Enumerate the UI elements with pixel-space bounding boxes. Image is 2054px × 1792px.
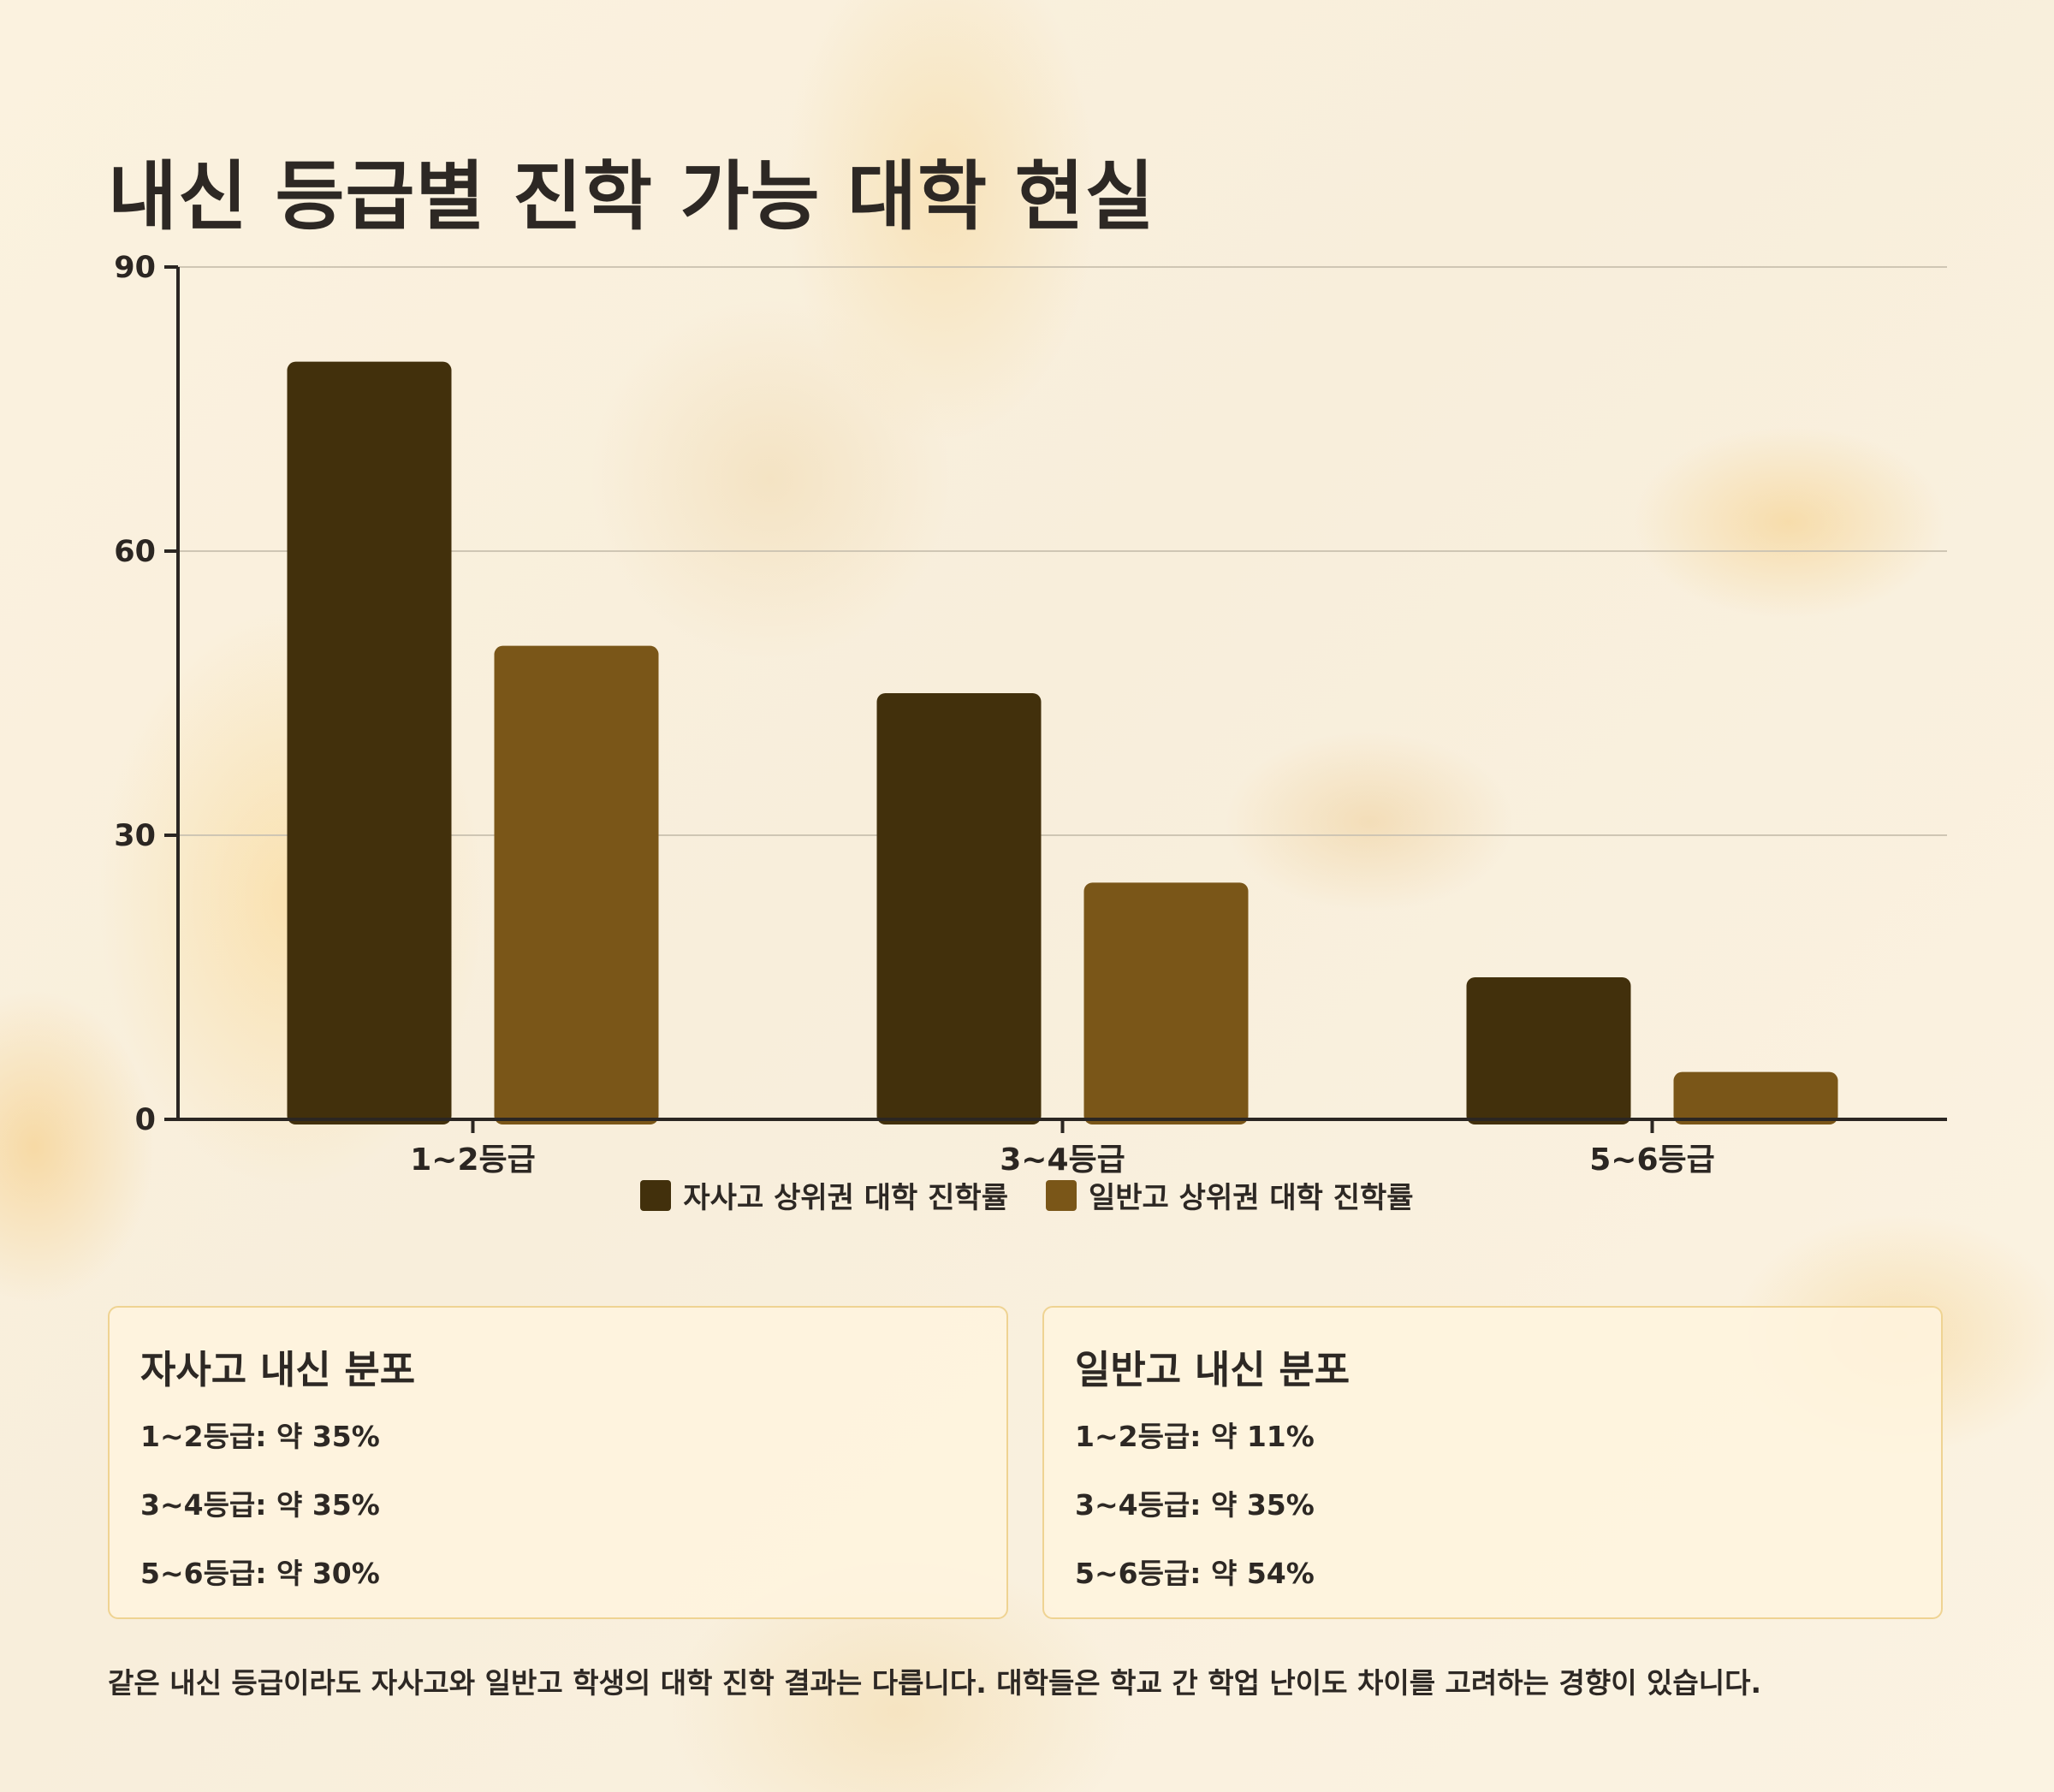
legend-item-series-2: 일반고 상위권 대학 진학률 [1046,1174,1414,1216]
bar-chart: 0 30 60 90 1~2등급 3~4등급 5~6등급 [114,251,1947,1178]
bar [1083,882,1249,1124]
card-heading: 자사고 내신 분포 [140,1347,416,1392]
bar [1673,1071,1838,1124]
y-tick-label: 60 [114,535,156,569]
x-tick-label: 5~6등급 [1589,1142,1715,1178]
legend-item-series-1: 자사고 상위권 대학 진학률 [640,1174,1008,1216]
legend-label: 자사고 상위권 대학 진학률 [683,1181,1008,1215]
x-tick-label: 1~2등급 [410,1142,536,1178]
page-title: 내신 등급별 진학 가능 대학 현실 [108,151,1155,240]
bar [1466,977,1631,1124]
bar [876,693,1042,1124]
legend-swatch [1046,1179,1077,1211]
bar [494,645,659,1124]
chart-legend: 자사고 상위권 대학 진학률 일반고 상위권 대학 진학률 [0,1174,2054,1216]
card-jasago-distribution: 자사고 내신 분포 1~2등급: 약 35% 3~4등급: 약 35% 5~6등… [108,1306,1008,1619]
card-row: 1~2등급: 약 11% [1075,1420,1315,1453]
footnote: 같은 내신 등급이라도 자사고와 일반고 학생의 대학 진학 결과는 다릅니다.… [108,1666,1762,1700]
card-row: 1~2등급: 약 35% [140,1420,380,1453]
card-row: 5~6등급: 약 54% [1075,1557,1315,1590]
y-tick-label: 0 [135,1103,156,1137]
y-tick-label: 30 [114,819,156,853]
card-row: 3~4등급: 약 35% [1075,1488,1315,1522]
card-row: 3~4등급: 약 35% [140,1488,380,1522]
x-tick-label: 3~4등급 [1000,1142,1125,1178]
legend-swatch [640,1179,672,1211]
legend-label: 일반고 상위권 대학 진학률 [1089,1181,1414,1215]
card-heading: 일반고 내신 분포 [1075,1347,1351,1392]
bar [287,361,452,1125]
card-row: 5~6등급: 약 30% [140,1557,380,1590]
card-general-distribution: 일반고 내신 분포 1~2등급: 약 11% 3~4등급: 약 35% 5~6등… [1042,1306,1943,1619]
y-tick-label: 90 [114,251,156,285]
